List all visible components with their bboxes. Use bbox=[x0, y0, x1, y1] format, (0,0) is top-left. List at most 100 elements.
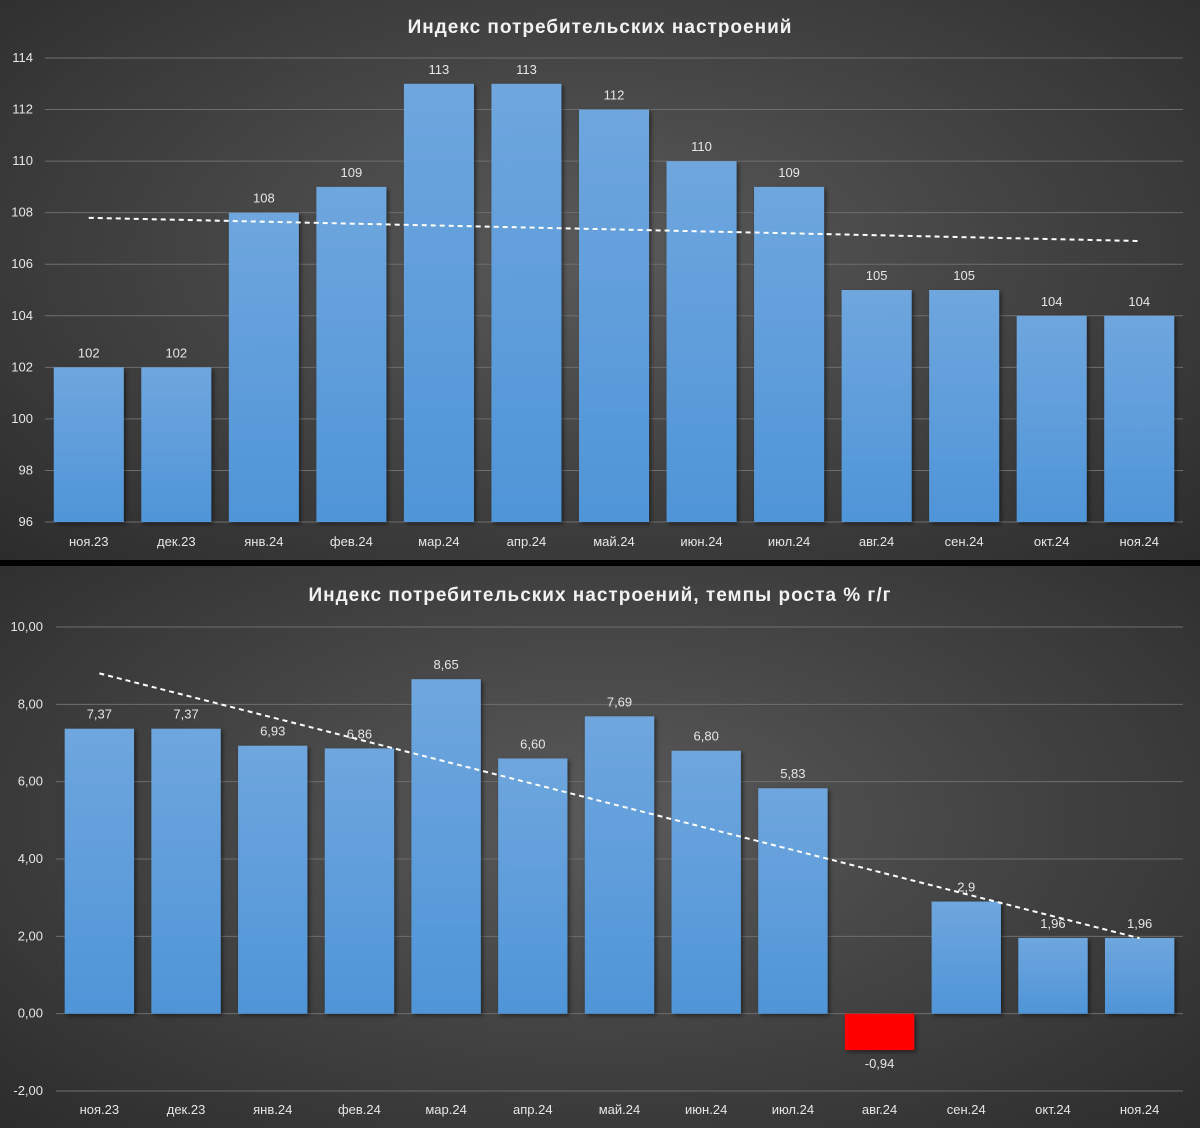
data-label: 110 bbox=[691, 139, 712, 154]
bar-negative bbox=[844, 1013, 915, 1051]
y-tick-label: 100 bbox=[11, 411, 33, 426]
data-label: 105 bbox=[866, 268, 888, 283]
data-label: 104 bbox=[1128, 294, 1150, 309]
bar bbox=[228, 212, 299, 522]
data-label: 104 bbox=[1041, 294, 1063, 309]
y-tick-label: 114 bbox=[12, 50, 33, 65]
data-label: 1,96 bbox=[1040, 916, 1065, 931]
x-tick-label: ноя.24 bbox=[1119, 534, 1159, 549]
bar bbox=[498, 758, 568, 1014]
x-tick-label: ноя.24 bbox=[1120, 1102, 1160, 1117]
x-tick-label: фев.24 bbox=[330, 534, 373, 549]
x-tick-label: фев.24 bbox=[338, 1102, 381, 1117]
x-tick-label: ноя.23 bbox=[69, 534, 109, 549]
trendline bbox=[99, 672, 1140, 940]
bar-chart-sentiment-index: Индекс потребительских настроений 96 98 10… bbox=[11, 17, 1183, 549]
x-tick-label: сен.24 bbox=[947, 1102, 986, 1117]
x-tick-label: авг.24 bbox=[862, 1102, 897, 1117]
y-tick-label: 4,00 bbox=[18, 851, 43, 866]
y-tick-label: 8,00 bbox=[18, 696, 43, 711]
y-tick-label: 102 bbox=[11, 359, 33, 374]
data-label: 112 bbox=[604, 88, 625, 103]
x-tick-label: мар.24 bbox=[425, 1102, 466, 1117]
bar bbox=[238, 745, 308, 1014]
bar bbox=[671, 750, 741, 1014]
y-tick-label: 2,00 bbox=[18, 928, 43, 943]
x-tick-label: ноя.23 bbox=[80, 1102, 120, 1117]
data-label: -0,94 bbox=[865, 1056, 895, 1071]
bar bbox=[403, 83, 474, 523]
data-label: 6,93 bbox=[260, 724, 285, 739]
bar bbox=[491, 83, 562, 523]
bar bbox=[578, 109, 650, 523]
bar bbox=[316, 186, 387, 522]
x-tick-label: авг.24 bbox=[859, 534, 894, 549]
chart-panel-top: Индекс потребительских настроений 96 98 10… bbox=[0, 0, 1200, 560]
bar bbox=[1018, 937, 1088, 1014]
y-tick-label: 6,00 bbox=[18, 774, 43, 789]
x-tick-label: июл.24 bbox=[772, 1102, 814, 1117]
data-label: 113 bbox=[429, 62, 450, 77]
x-tick-label: апр.24 bbox=[513, 1102, 553, 1117]
data-label: 105 bbox=[953, 268, 975, 283]
x-tick-label: дек.23 bbox=[167, 1102, 206, 1117]
data-label: 6,86 bbox=[347, 726, 372, 741]
bar bbox=[1104, 937, 1175, 1014]
x-tick-label: май.24 bbox=[593, 534, 635, 549]
data-label: 102 bbox=[165, 345, 187, 360]
bar bbox=[64, 728, 135, 1014]
x-tick-label: янв.24 bbox=[244, 534, 283, 549]
x-tick-label: июн.24 bbox=[680, 534, 722, 549]
data-label: 109 bbox=[778, 165, 800, 180]
y-tick-label: -2,00 bbox=[13, 1083, 43, 1098]
y-tick-label: 10,00 bbox=[10, 619, 43, 634]
data-label: 108 bbox=[253, 191, 275, 206]
data-label: 7,37 bbox=[87, 707, 112, 722]
x-tick-label: июн.24 bbox=[685, 1102, 727, 1117]
data-label: 5,83 bbox=[780, 766, 805, 781]
data-label: 8,65 bbox=[433, 657, 458, 672]
bar bbox=[841, 290, 912, 522]
y-tick-label: 106 bbox=[11, 256, 33, 271]
x-tick-label: янв.24 bbox=[253, 1102, 292, 1117]
data-label: 7,37 bbox=[173, 707, 198, 722]
chart-title: Индекс потребительских настроений, темпы… bbox=[308, 585, 891, 606]
y-tick-label: 108 bbox=[11, 205, 33, 220]
data-label: 7,69 bbox=[607, 694, 632, 709]
chart-panel-bottom: Индекс потребительских настроений, темпы… bbox=[0, 566, 1200, 1128]
y-tick-label: 96 bbox=[19, 514, 33, 529]
data-label: 102 bbox=[78, 345, 100, 360]
data-label: 109 bbox=[341, 165, 363, 180]
x-tick-label: окт.24 bbox=[1035, 1102, 1071, 1117]
x-tick-label: мар.24 bbox=[418, 534, 459, 549]
bar bbox=[584, 716, 655, 1014]
y-tick-label: 0,00 bbox=[18, 1006, 43, 1021]
bar bbox=[1104, 315, 1175, 522]
bar bbox=[151, 728, 221, 1014]
bar bbox=[754, 186, 825, 522]
bar bbox=[324, 748, 395, 1014]
data-label: 6,80 bbox=[694, 729, 719, 744]
bar-chart-sentiment-growth: Индекс потребительских настроений, темпы… bbox=[10, 585, 1183, 1117]
bar bbox=[53, 367, 124, 522]
x-tick-label: сен.24 bbox=[945, 534, 984, 549]
y-tick-label: 104 bbox=[11, 308, 33, 323]
bar bbox=[1016, 315, 1087, 522]
data-label: 6,60 bbox=[520, 736, 545, 751]
x-tick-label: окт.24 bbox=[1034, 534, 1070, 549]
bar bbox=[666, 161, 737, 522]
data-label: 1,96 bbox=[1127, 916, 1152, 931]
y-tick-label: 112 bbox=[12, 102, 33, 117]
bar bbox=[929, 290, 1000, 522]
bar bbox=[411, 679, 481, 1014]
bar bbox=[758, 788, 828, 1014]
data-label: 2,9 bbox=[957, 880, 975, 895]
chart-title: Индекс потребительских настроений bbox=[408, 17, 793, 38]
trendline bbox=[88, 216, 1140, 243]
bar bbox=[931, 901, 1001, 1014]
x-tick-label: дек.23 bbox=[157, 534, 196, 549]
y-tick-label: 110 bbox=[12, 153, 33, 168]
y-tick-label: 98 bbox=[19, 462, 33, 477]
bar bbox=[141, 367, 212, 522]
x-tick-label: май.24 bbox=[599, 1102, 641, 1117]
